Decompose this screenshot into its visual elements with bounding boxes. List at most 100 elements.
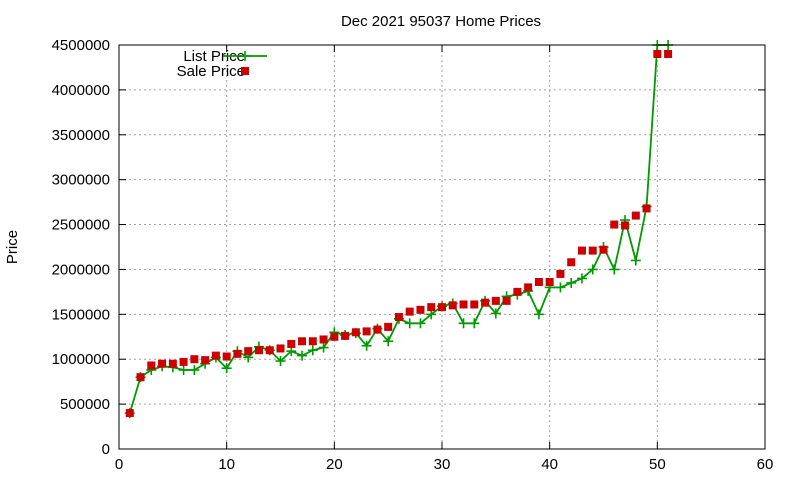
sale-price-point [438, 303, 446, 312]
plot-series [124, 40, 674, 419]
list-price-point [555, 282, 566, 293]
axis-ticks: 0 10 20 30 40 50 60 0 500000 1000000 1500000 200000… [52, 37, 774, 473]
sale-price-point [556, 269, 565, 278]
sale-price-point [384, 322, 393, 331]
sale-price-point [545, 278, 554, 287]
sale-price-point [190, 355, 199, 364]
list-price-point [297, 350, 308, 361]
sale-price-point [125, 409, 134, 418]
sale-price-point [448, 301, 457, 310]
list-price-point [609, 264, 620, 275]
sale-price-point [567, 258, 576, 267]
sale-price-point [373, 325, 382, 334]
y-tick-label: 4500000 [52, 37, 110, 54]
chart-title: Dec 2021 95037 Home Prices [341, 13, 541, 30]
sale-price-point [330, 332, 339, 341]
sale-price-point [233, 349, 242, 358]
list-price-series [124, 40, 674, 419]
y-tick-label: 4000000 [52, 82, 110, 99]
plot-frame [118, 44, 766, 450]
sale-price-point [341, 331, 350, 340]
sale-price-point [287, 339, 296, 348]
sale-price-point [502, 296, 511, 305]
sale-price-point [610, 220, 619, 229]
y-tick-label: 3000000 [52, 172, 110, 189]
y-tick-label: 500000 [60, 396, 110, 413]
y-tick-label: 2500000 [52, 217, 110, 234]
sale-price-point [664, 49, 673, 58]
list-price-point [566, 277, 577, 288]
sale-price-point [588, 246, 597, 255]
legend-label: Sale Price [177, 63, 245, 80]
sale-price-point [158, 359, 167, 368]
sale-price-point [179, 357, 188, 366]
sale-price-point [222, 352, 231, 361]
list-price-point [307, 345, 318, 356]
sale-price-point [459, 300, 468, 309]
list-price-point [576, 273, 587, 284]
sale-price-point [491, 296, 500, 305]
y-tick-label: 1000000 [52, 351, 110, 368]
sale-price-point [351, 328, 360, 337]
sale-price-point [147, 361, 156, 370]
list-price-point [490, 308, 501, 319]
list-price-point [361, 340, 372, 351]
legend-plus-marker [240, 51, 250, 61]
list-price-point [383, 336, 394, 347]
legend-square-marker [241, 67, 249, 75]
x-tick-label: 40 [541, 456, 558, 473]
sale-price-point [168, 359, 177, 368]
x-tick-label: 10 [218, 456, 235, 473]
sale-price-point [254, 346, 263, 355]
sale-price-point [276, 344, 285, 353]
sale-price-point [394, 313, 403, 322]
y-tick-label: 1500000 [52, 306, 110, 323]
sale-price-point [265, 346, 274, 355]
list-price-point [533, 309, 544, 320]
list-price-point [458, 318, 469, 329]
sale-price-point [405, 307, 414, 316]
x-tick-label: 30 [434, 456, 451, 473]
sale-price-series [125, 49, 673, 418]
x-tick-label: 50 [649, 456, 666, 473]
sale-price-point [513, 287, 522, 296]
sale-price-point [308, 337, 317, 346]
list-price-point [587, 264, 598, 275]
x-tick-label: 0 [115, 456, 123, 473]
sale-price-point [201, 356, 210, 365]
sale-price-point [319, 335, 328, 344]
legend-label: List Price [183, 48, 245, 65]
sale-price-point [642, 204, 651, 213]
sale-price-point [631, 211, 640, 220]
sale-price-point [416, 305, 425, 314]
list-price-point [178, 364, 189, 375]
list-price-point [469, 318, 480, 329]
list-price-point [415, 318, 426, 329]
x-tick-label: 60 [757, 456, 774, 473]
list-price-point [221, 363, 232, 374]
sale-price-point [534, 278, 543, 287]
sale-price-point [653, 49, 662, 58]
list-price-point [318, 342, 329, 353]
sale-price-point [470, 300, 479, 309]
list-price-point [404, 318, 415, 329]
sale-price-point [362, 327, 371, 336]
sale-price-point [599, 245, 608, 254]
y-tick-label: 0 [102, 441, 110, 458]
sale-price-point [577, 246, 586, 255]
list-price-point [189, 364, 200, 375]
sale-price-point [298, 337, 307, 346]
y-tick-label: 2000000 [52, 261, 110, 278]
sale-price-point [136, 373, 145, 382]
sale-price-point [211, 351, 220, 360]
sale-price-point [244, 347, 253, 356]
list-price-point [275, 356, 286, 367]
sale-price-point [481, 298, 490, 307]
sale-price-point [524, 283, 533, 292]
sale-price-point [427, 303, 436, 312]
grid-lines [119, 45, 765, 449]
list-price-point [630, 255, 641, 266]
